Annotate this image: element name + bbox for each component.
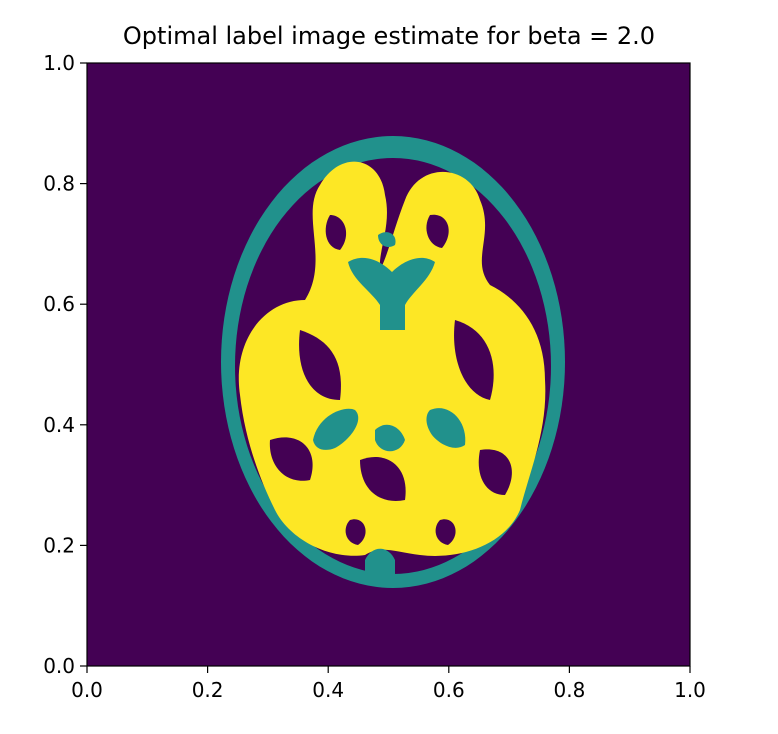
white-matter-region [238,161,546,556]
x-tick-label: 0.4 [312,678,344,702]
y-tick-label: 0.6 [43,292,75,316]
x-tick-label: 0.6 [433,678,465,702]
x-tick-label: 0.0 [71,678,103,702]
chart-title: Optimal label image estimate for beta = … [123,22,655,50]
ventricle-region [313,232,466,578]
y-axis: 0.0 0.2 0.4 0.6 0.8 1.0 [43,51,87,678]
y-tick-label: 0.4 [43,413,75,437]
plot-area [86,62,691,667]
axes-frame [86,62,691,667]
x-tick-label: 0.8 [553,678,585,702]
y-tick-label: 1.0 [43,51,75,75]
y-tick-label: 0.0 [43,654,75,678]
y-tick-label: 0.2 [43,533,75,557]
x-tick-label: 1.0 [674,678,706,702]
x-axis: 0.0 0.2 0.4 0.6 0.8 1.0 [71,666,706,702]
x-tick-label: 0.2 [192,678,224,702]
y-tick-label: 0.8 [43,172,75,196]
